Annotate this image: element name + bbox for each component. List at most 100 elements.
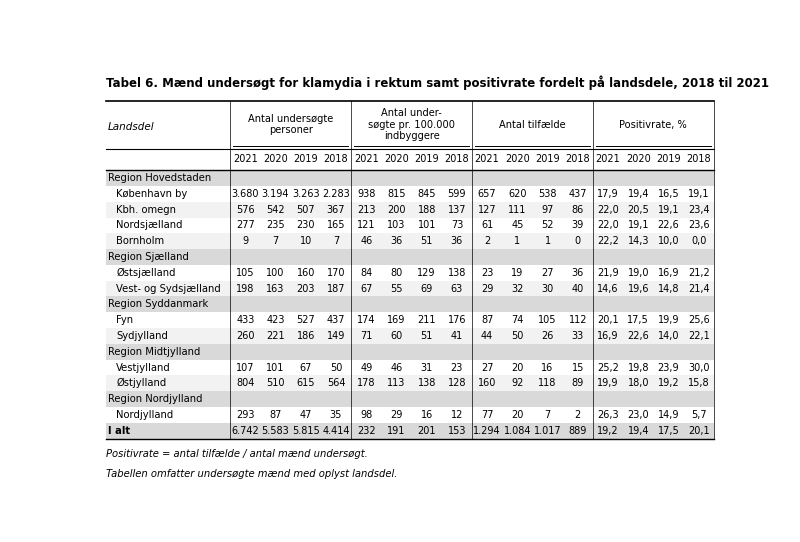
Text: 437: 437 [569,189,587,199]
Text: 2019: 2019 [656,154,681,164]
Text: 47: 47 [299,410,312,420]
Text: 657: 657 [478,189,497,199]
Text: 22,2: 22,2 [597,236,619,246]
Text: Bornholm: Bornholm [116,236,164,246]
Text: 25,2: 25,2 [597,363,619,372]
Text: Region Midtjylland: Region Midtjylland [108,347,201,357]
Bar [106,312,714,328]
Text: 2: 2 [574,410,581,420]
Text: 16,9: 16,9 [658,268,679,278]
Text: 15: 15 [572,363,584,372]
Text: 3.263: 3.263 [292,189,319,199]
Text: Antal tilfælde: Antal tilfælde [499,119,566,130]
Text: 20,1: 20,1 [597,315,619,325]
Text: 22,0: 22,0 [597,205,619,215]
Text: 232: 232 [357,425,375,436]
Text: 16: 16 [542,363,554,372]
Text: 423: 423 [266,315,285,325]
Text: 23: 23 [481,268,494,278]
Text: 1: 1 [514,236,521,246]
Text: Tabel 6. Mænd undersøgt for klamydia i rektum samt positivrate fordelt på landsd: Tabel 6. Mænd undersøgt for klamydia i r… [106,75,770,90]
Text: 620: 620 [508,189,526,199]
Text: 2021: 2021 [474,154,499,164]
Text: 16,9: 16,9 [598,331,618,341]
Text: 2019: 2019 [535,154,560,164]
Text: 213: 213 [357,205,375,215]
Text: 32: 32 [511,283,523,294]
Text: 128: 128 [448,378,466,388]
Text: 12: 12 [450,410,463,420]
Text: 63: 63 [450,283,463,294]
Text: 804: 804 [236,378,254,388]
Text: 203: 203 [297,283,315,294]
Text: 138: 138 [418,378,436,388]
Text: 542: 542 [266,205,285,215]
Text: 41: 41 [450,331,463,341]
Text: 2020: 2020 [626,154,650,164]
Text: 260: 260 [236,331,254,341]
Text: 98: 98 [360,410,372,420]
Text: 178: 178 [357,378,375,388]
Text: 27: 27 [542,268,554,278]
Text: 44: 44 [481,331,494,341]
Text: 14,6: 14,6 [598,283,618,294]
Text: 67: 67 [360,283,372,294]
Text: I alt: I alt [108,425,130,436]
Bar [106,360,714,376]
Text: 2018: 2018 [566,154,590,164]
Text: 198: 198 [236,283,254,294]
Text: 19,6: 19,6 [627,283,649,294]
Text: 19,9: 19,9 [598,378,618,388]
Text: Region Nordjylland: Region Nordjylland [108,394,202,404]
Text: 21,4: 21,4 [688,283,710,294]
Text: 21,9: 21,9 [597,268,619,278]
Text: 15,8: 15,8 [688,378,710,388]
Text: 2018: 2018 [445,154,469,164]
Text: 113: 113 [387,378,406,388]
Text: 2020: 2020 [263,154,288,164]
Text: 20,1: 20,1 [688,425,710,436]
Text: Østjylland: Østjylland [116,378,166,389]
Text: 564: 564 [326,378,346,388]
Bar [106,217,714,234]
Text: Region Syddanmark: Region Syddanmark [108,299,208,309]
Bar [106,202,714,217]
Text: 23,6: 23,6 [688,221,710,230]
Text: 845: 845 [418,189,436,199]
Text: 87: 87 [270,410,282,420]
Text: 35: 35 [330,410,342,420]
Text: 16,5: 16,5 [658,189,679,199]
Text: 52: 52 [542,221,554,230]
Text: 174: 174 [357,315,375,325]
Text: 5.583: 5.583 [262,425,290,436]
Bar [106,249,714,265]
Bar [106,234,714,249]
Text: 71: 71 [360,331,372,341]
Text: 73: 73 [450,221,463,230]
Text: Vestjylland: Vestjylland [116,363,171,372]
Text: 17,5: 17,5 [658,425,679,436]
Text: 23,9: 23,9 [658,363,679,372]
Text: 80: 80 [390,268,402,278]
Text: 17,9: 17,9 [597,189,619,199]
Text: 7: 7 [545,410,550,420]
Text: 191: 191 [387,425,406,436]
Text: 10,0: 10,0 [658,236,679,246]
Text: 169: 169 [387,315,406,325]
Text: 510: 510 [266,378,285,388]
Text: 118: 118 [538,378,557,388]
Text: 18,0: 18,0 [627,378,649,388]
Text: 50: 50 [511,331,523,341]
Text: 1: 1 [545,236,550,246]
Text: 105: 105 [236,268,254,278]
Text: 437: 437 [326,315,346,325]
Text: 25,6: 25,6 [688,315,710,325]
Text: 19,4: 19,4 [627,425,649,436]
Text: 36: 36 [572,268,584,278]
Text: Tabellen omfatter undersøgte mænd med oplyst landsdel.: Tabellen omfatter undersøgte mænd med op… [106,469,398,479]
Text: 45: 45 [511,221,523,230]
Text: 14,8: 14,8 [658,283,679,294]
Text: 230: 230 [297,221,315,230]
Text: 527: 527 [296,315,315,325]
Text: 30,0: 30,0 [688,363,710,372]
